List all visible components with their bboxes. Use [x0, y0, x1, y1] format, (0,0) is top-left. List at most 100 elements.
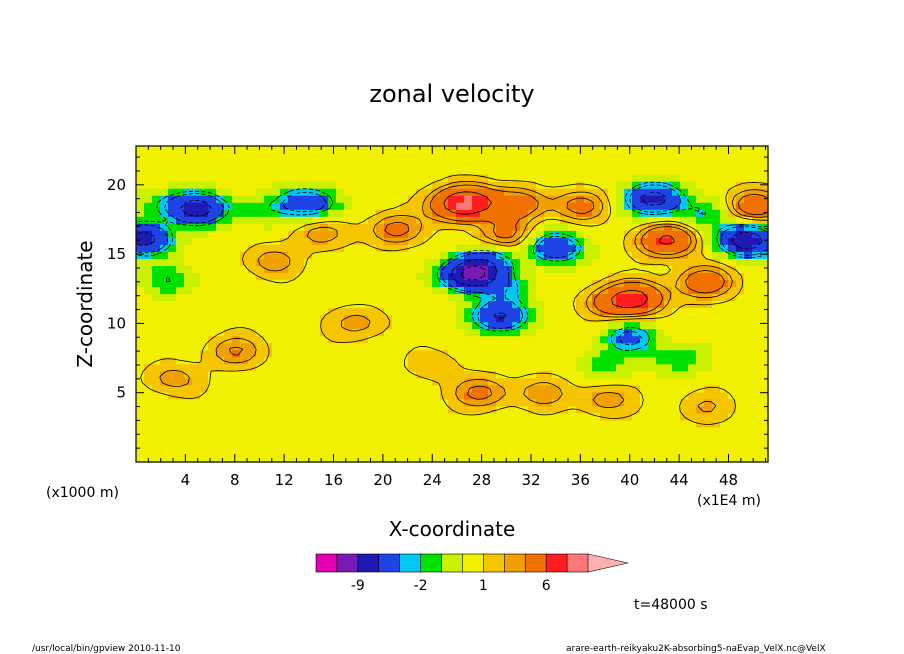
heatmap-cell [480, 342, 489, 351]
heatmap-cell [712, 426, 721, 435]
heatmap-cell [568, 293, 577, 302]
heatmap-cell [560, 363, 569, 372]
heatmap-cell [440, 398, 449, 407]
heatmap-cell [368, 356, 377, 365]
heatmap-cell [528, 195, 537, 203]
heatmap-cell [600, 356, 609, 365]
heatmap-cell [176, 195, 185, 203]
heatmap-cell [288, 384, 297, 393]
heatmap-cell [296, 377, 305, 386]
heatmap-cell [296, 349, 305, 358]
heatmap-cell [616, 356, 625, 365]
heatmap-cell [560, 167, 569, 175]
heatmap-cell [752, 300, 761, 309]
heatmap-cell [160, 433, 169, 442]
heatmap-cell [296, 230, 305, 238]
heatmap-cell [288, 188, 297, 196]
heatmap-cell [448, 230, 457, 238]
heatmap-cell [648, 230, 657, 238]
heatmap-cell [576, 377, 585, 386]
heatmap-cell [384, 363, 393, 372]
heatmap-cell [280, 349, 289, 358]
heatmap-cell [608, 202, 617, 210]
heatmap-cell [592, 433, 601, 442]
heatmap-cell [544, 202, 553, 210]
heatmap-cell [528, 405, 537, 414]
heatmap-cell [336, 426, 345, 435]
heatmap-cell [344, 160, 353, 168]
heatmap-cell [456, 335, 465, 344]
heatmap-cell [216, 412, 225, 421]
x-tick-label: 28 [472, 471, 491, 489]
heatmap-cell [312, 440, 321, 449]
heatmap-cell [440, 384, 449, 393]
heatmap-cell [312, 335, 321, 344]
heatmap-cell [568, 321, 577, 330]
heatmap-cell [672, 153, 681, 161]
heatmap-cell [160, 405, 169, 414]
heatmap-cell [704, 426, 713, 435]
heatmap-cell [560, 314, 569, 323]
heatmap-cell [632, 230, 641, 238]
heatmap-cell [480, 251, 489, 259]
heatmap-cell [664, 447, 673, 456]
heatmap-cell [504, 419, 513, 428]
heatmap-cell [512, 356, 521, 365]
heatmap-cell [256, 426, 265, 435]
heatmap-cell [256, 167, 265, 175]
heatmap-cell [552, 384, 561, 393]
heatmap-cell [280, 363, 289, 372]
heatmap-cell [528, 167, 537, 175]
heatmap-cell [656, 349, 665, 358]
heatmap-cell [400, 209, 409, 217]
heatmap-cell [256, 216, 265, 224]
heatmap-cell [664, 307, 673, 316]
heatmap-cell [328, 160, 337, 168]
heatmap-cell [496, 342, 505, 351]
heatmap-cell [648, 167, 657, 175]
heatmap-cell [256, 258, 265, 266]
heatmap-cell [608, 356, 617, 365]
heatmap-cell [320, 307, 329, 316]
heatmap-cell [624, 307, 633, 316]
heatmap-cell [352, 454, 361, 463]
heatmap-cell [352, 307, 361, 316]
heatmap-cell [760, 426, 769, 435]
heatmap-cell [296, 398, 305, 407]
heatmap-cell [664, 349, 673, 358]
heatmap-cell [352, 293, 361, 302]
heatmap-cell [328, 244, 337, 252]
heatmap-cell [304, 153, 313, 161]
heatmap-cell [376, 195, 385, 203]
heatmap-cell [176, 328, 185, 337]
heatmap-cell [296, 440, 305, 449]
heatmap-cell [512, 335, 521, 344]
heatmap-cell [184, 300, 193, 309]
heatmap-cell [584, 251, 593, 259]
heatmap-cell [264, 223, 273, 231]
heatmap-cell [536, 300, 545, 309]
heatmap-cell [432, 258, 441, 266]
heatmap-cell [352, 377, 361, 386]
heatmap-cell [464, 258, 473, 266]
heatmap-cell [752, 174, 761, 182]
heatmap-cell [256, 363, 265, 372]
heatmap-cell [744, 209, 753, 217]
heatmap-cell [672, 174, 681, 182]
heatmap-cell [744, 258, 753, 266]
heatmap-cell [320, 160, 329, 168]
heatmap-cell [376, 426, 385, 435]
heatmap-cell [456, 391, 465, 400]
heatmap-cell [256, 377, 265, 386]
heatmap-cell [752, 384, 761, 393]
heatmap-cell [256, 321, 265, 330]
heatmap-cell [616, 293, 625, 302]
heatmap-cell [224, 258, 233, 266]
heatmap-cell [568, 447, 577, 456]
heatmap-cell [200, 412, 209, 421]
heatmap-cell [592, 181, 601, 189]
heatmap-cell [272, 384, 281, 393]
heatmap-cell [720, 398, 729, 407]
heatmap-cell [216, 384, 225, 393]
